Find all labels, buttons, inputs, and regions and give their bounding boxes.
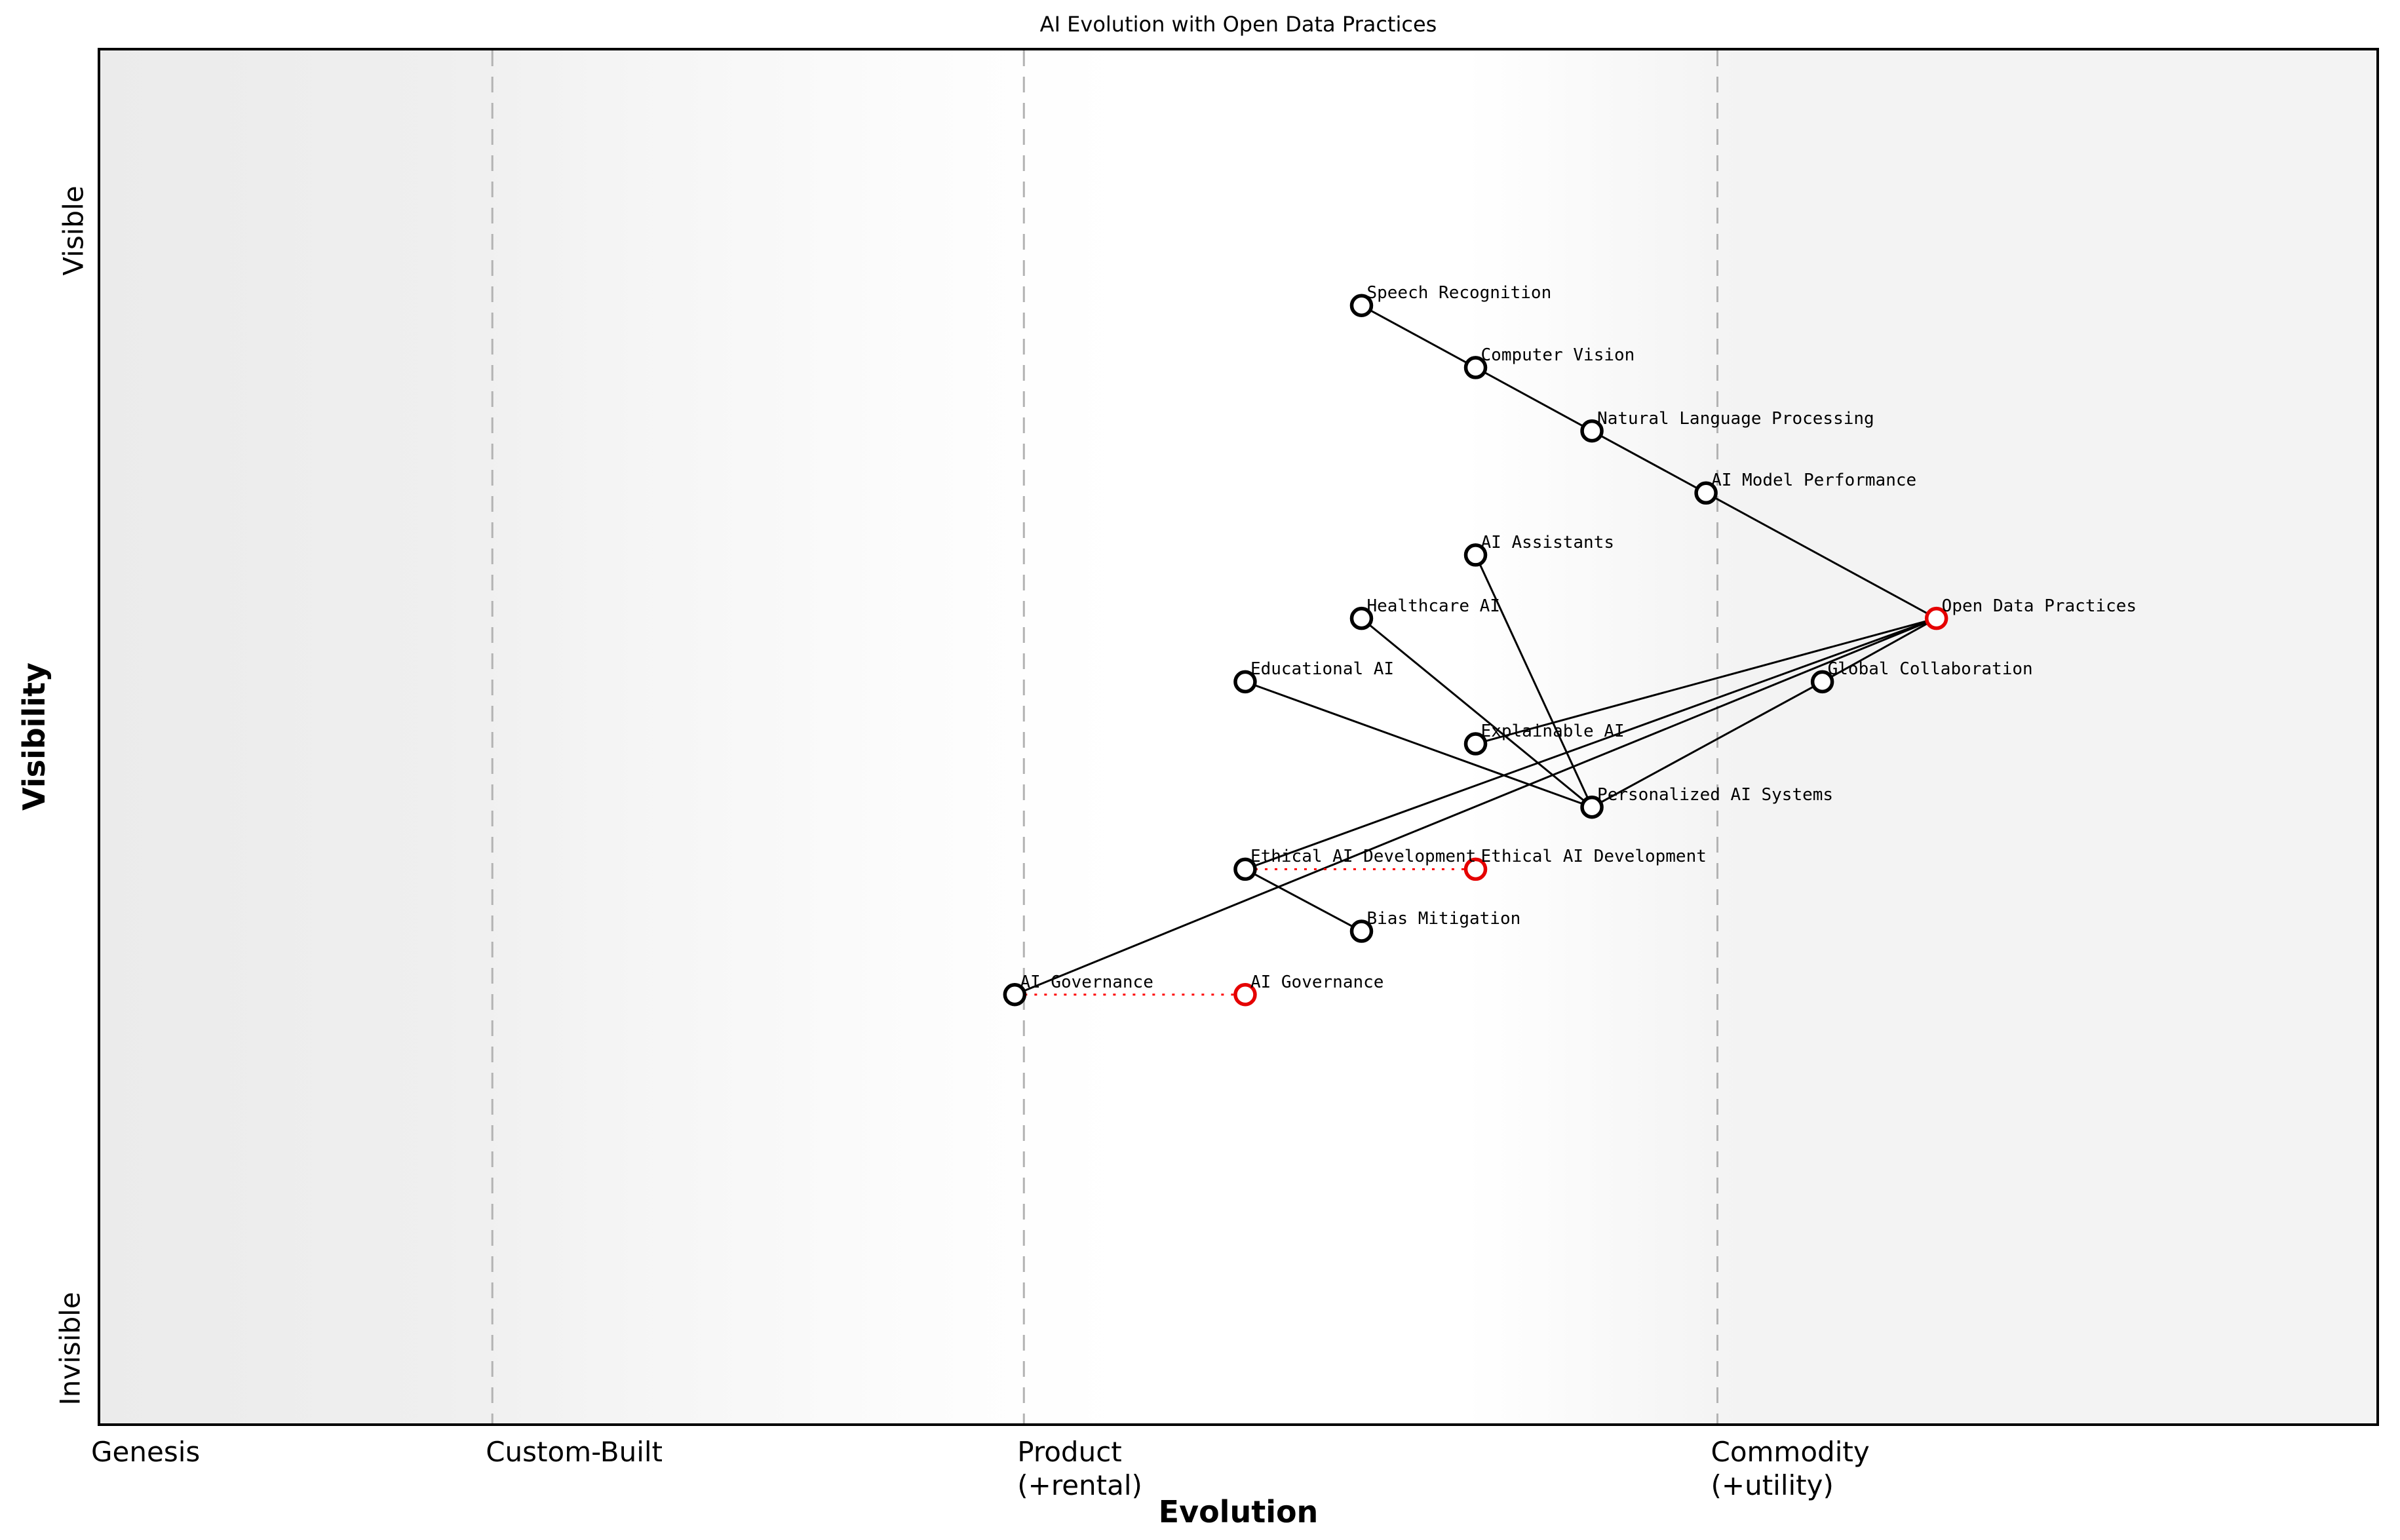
node-label-personalized_ai_systems: Personalized AI Systems [1597,784,1834,805]
x-axis-title: Evolution [1158,1494,1319,1530]
chart-title: AI Evolution with Open Data Practices [1039,12,1437,37]
plot-area [98,48,2379,1426]
node-label-ai_model_performance: AI Model Performance [1711,471,1917,491]
stage-label-3: Commodity (+utility) [1711,1436,1870,1502]
node-label-speech_recognition: Speech Recognition [1366,283,1552,303]
y-axis-bottom-label: Invisible [54,1292,87,1406]
node-label-open_data_practices: Open Data Practices [1941,596,2137,616]
node-label-global_collaboration: Global Collaboration [1827,659,2033,680]
y-axis-top-label: Visible [57,185,90,276]
node-label-educational_ai: Educational AI [1250,659,1395,680]
stage-label-2: Product (+rental) [1017,1436,1142,1502]
stage-label-1: Custom-Built [486,1436,663,1468]
node-label-natural_language_processing: Natural Language Processing [1597,408,1874,429]
node-label-ethical_ai_development: Ethical AI Development [1250,847,1477,867]
node-label-explainable_ai: Explainable AI [1481,722,1625,741]
node-label-ai_assistants: AI Assistants [1481,532,1615,552]
stage-label-0: Genesis [91,1436,201,1468]
node-label-ethical_ai_development_evolved: Ethical AI Development [1481,847,1707,867]
node-label-bias_mitigation: Bias Mitigation [1366,909,1521,929]
node-label-computer_vision: Computer Vision [1481,345,1635,365]
node-label-ai_governance_evolved: AI Governance [1250,972,1384,992]
node-label-ai_governance: AI Governance [1020,972,1153,992]
y-axis-title: Visibility [16,663,52,811]
node-label-healthcare_ai: Healthcare AI [1366,596,1500,616]
